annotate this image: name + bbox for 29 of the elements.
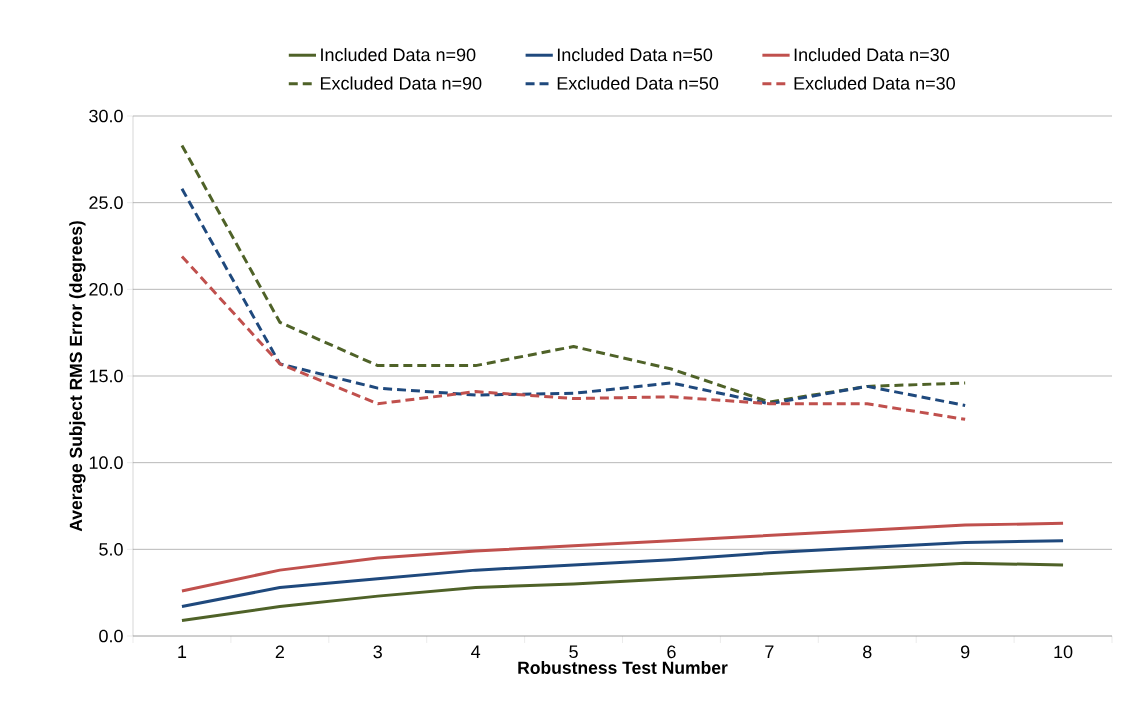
y-tick-label: 15.0	[89, 369, 123, 383]
y-tick-label: 5.0	[99, 542, 123, 556]
x-tick-label: 4	[471, 645, 481, 658]
y-tick-label: 20.0	[89, 282, 123, 296]
x-tick-label: 10	[1054, 645, 1073, 659]
line-series	[180, 143, 967, 404]
x-tick-label: 8	[863, 645, 872, 659]
x-axis-title: Robustness Test Number	[518, 661, 728, 674]
y-tick-label: 25.0	[89, 196, 123, 210]
x-tick-label: 2	[275, 645, 284, 659]
legend-label: Excluded Data n=30	[794, 76, 955, 90]
legend-label: Included Data n=90	[321, 47, 476, 62]
legend-label: Included Data n=30	[794, 47, 949, 62]
x-tick-label: 9	[961, 645, 970, 659]
legend-label: Excluded Data n=90	[320, 76, 482, 90]
x-tick-label: 1	[178, 645, 187, 658]
x-tick-label: 5	[569, 645, 578, 659]
legend-label: Excluded Data n=50	[557, 76, 719, 90]
y-tick-label: 10.0	[89, 456, 123, 470]
y-axis-title: Average Subject RMS Error (degrees)	[69, 221, 86, 532]
y-tick-label: 30.0	[89, 109, 123, 123]
x-tick-label: 3	[373, 645, 382, 659]
x-tick-label: 7	[765, 645, 774, 658]
x-tick-label: 6	[667, 645, 676, 659]
line-series	[180, 539, 1065, 609]
legend-label: Included Data n=50	[557, 47, 713, 62]
line-series	[180, 254, 967, 421]
y-tick-label: 0.0	[99, 629, 123, 643]
line-series	[180, 187, 967, 407]
